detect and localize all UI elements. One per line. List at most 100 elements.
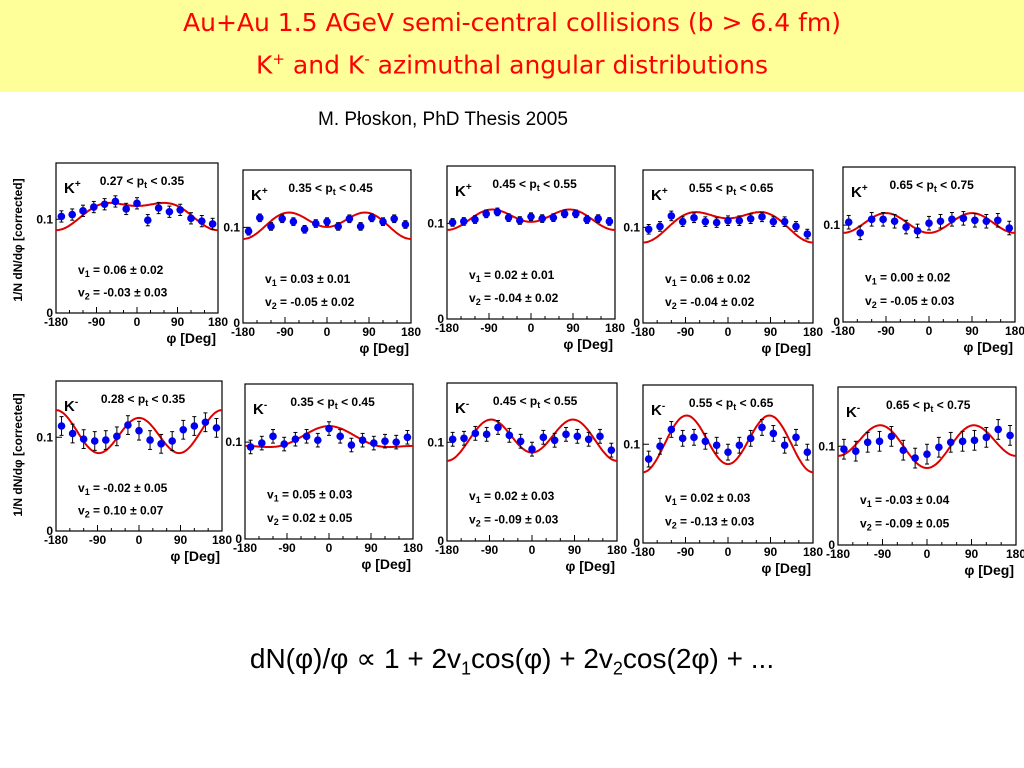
data-marker — [198, 217, 206, 225]
data-point — [312, 219, 320, 228]
data-point — [368, 213, 376, 223]
chart-panel: -180 -90 0 90 180 0 0.1 φ [Deg] K+ 0.45 < pt < 0.… — [427, 165, 625, 352]
data-point — [154, 201, 163, 215]
data-marker — [607, 446, 616, 454]
data-marker — [244, 227, 253, 235]
data-marker — [168, 437, 176, 445]
chart-panel: -180 -90 0 90 180 0 0.1 φ [Deg] K+ 0.55 < pt < 0.… — [623, 169, 823, 356]
data-marker — [887, 432, 896, 441]
title-band — [0, 0, 1024, 92]
slide-title-line-2: K+ and K- azimuthal angular distribution… — [0, 50, 1024, 79]
x-tick-label: 0 — [926, 324, 933, 338]
plot-frame — [244, 383, 414, 540]
data-marker — [392, 438, 401, 446]
y-tick-label: 0 — [46, 306, 53, 320]
data-point — [1006, 425, 1014, 446]
x-tick-label: 90 — [362, 325, 376, 339]
data-point — [902, 219, 910, 235]
data-marker — [345, 214, 354, 223]
data-marker — [856, 229, 864, 237]
x-tick-label: 180 — [212, 533, 232, 547]
x-tick-label: 90 — [171, 315, 185, 329]
data-point — [347, 437, 356, 453]
data-point — [925, 215, 933, 231]
data-marker — [573, 432, 582, 441]
data-point — [516, 433, 525, 449]
data-marker — [269, 432, 277, 441]
data-marker — [201, 418, 210, 427]
data-point — [255, 213, 264, 223]
data-marker — [994, 425, 1002, 434]
v2-label: v2 = 0.10 ± 0.07 — [78, 504, 164, 520]
data-marker — [890, 217, 899, 226]
data-point — [656, 221, 664, 232]
data-marker — [390, 214, 399, 223]
x-tick-label: 90 — [174, 533, 188, 547]
plot-frame — [642, 169, 814, 324]
v2-label: v2 = -0.05 ± 0.02 — [265, 295, 355, 311]
x-tick-label: 180 — [605, 321, 625, 335]
data-marker — [68, 429, 77, 438]
data-marker — [879, 215, 887, 224]
y-tick-label: 0.1 — [36, 430, 53, 444]
data-point — [528, 441, 536, 457]
y-tick-label: 0 — [46, 524, 53, 538]
data-marker — [516, 216, 524, 225]
y-tick-label: 0.1 — [823, 218, 840, 232]
data-point — [379, 217, 387, 226]
data-point — [401, 220, 410, 229]
y-tick-label: 0 — [833, 315, 840, 329]
data-point — [678, 216, 687, 227]
x-axis-label: φ [Deg] — [761, 340, 811, 356]
data-point — [724, 443, 732, 461]
data-marker — [656, 442, 664, 451]
data-point — [122, 202, 130, 216]
data-marker — [79, 435, 88, 443]
data-point — [493, 207, 502, 217]
data-marker — [605, 217, 614, 226]
particle-label: K- — [253, 400, 267, 418]
data-marker — [314, 436, 322, 444]
data-marker — [482, 430, 491, 439]
data-point — [100, 198, 109, 211]
particle-label: K+ — [455, 182, 472, 200]
data-marker — [111, 197, 120, 206]
data-marker — [68, 210, 76, 219]
data-marker — [803, 448, 812, 456]
x-tick-label: -90 — [278, 541, 296, 555]
data-marker — [562, 430, 570, 439]
data-point — [246, 439, 255, 455]
data-point — [356, 222, 365, 231]
data-point — [656, 437, 664, 455]
data-point — [302, 429, 311, 444]
data-point — [803, 443, 812, 461]
x-axis-label: φ [Deg] — [359, 340, 409, 356]
data-marker — [179, 425, 188, 434]
data-point — [780, 436, 789, 454]
data-point — [460, 217, 468, 226]
data-point — [113, 426, 121, 447]
data-marker — [746, 214, 755, 223]
x-tick-label: -90 — [877, 324, 895, 338]
data-point — [690, 428, 698, 446]
x-tick-label: -90 — [88, 315, 106, 329]
data-marker — [336, 432, 345, 441]
x-tick-label: 0 — [924, 547, 931, 561]
data-point — [165, 205, 174, 218]
data-point — [68, 423, 77, 444]
data-point — [923, 443, 931, 465]
y-tick-label: 0.1 — [36, 212, 53, 226]
data-point — [504, 213, 513, 222]
data-point — [690, 212, 698, 224]
data-marker — [528, 445, 536, 453]
data-marker — [124, 421, 132, 429]
x-axis-label: φ [Deg] — [170, 548, 220, 564]
data-marker — [902, 223, 910, 231]
particle-label: K- — [64, 397, 78, 415]
data-point — [844, 214, 853, 230]
data-point — [959, 211, 968, 226]
data-marker — [1006, 431, 1014, 440]
v1-label: v1 = 0.00 ± 0.02 — [865, 271, 951, 287]
data-marker — [258, 439, 266, 447]
data-marker — [539, 433, 548, 442]
